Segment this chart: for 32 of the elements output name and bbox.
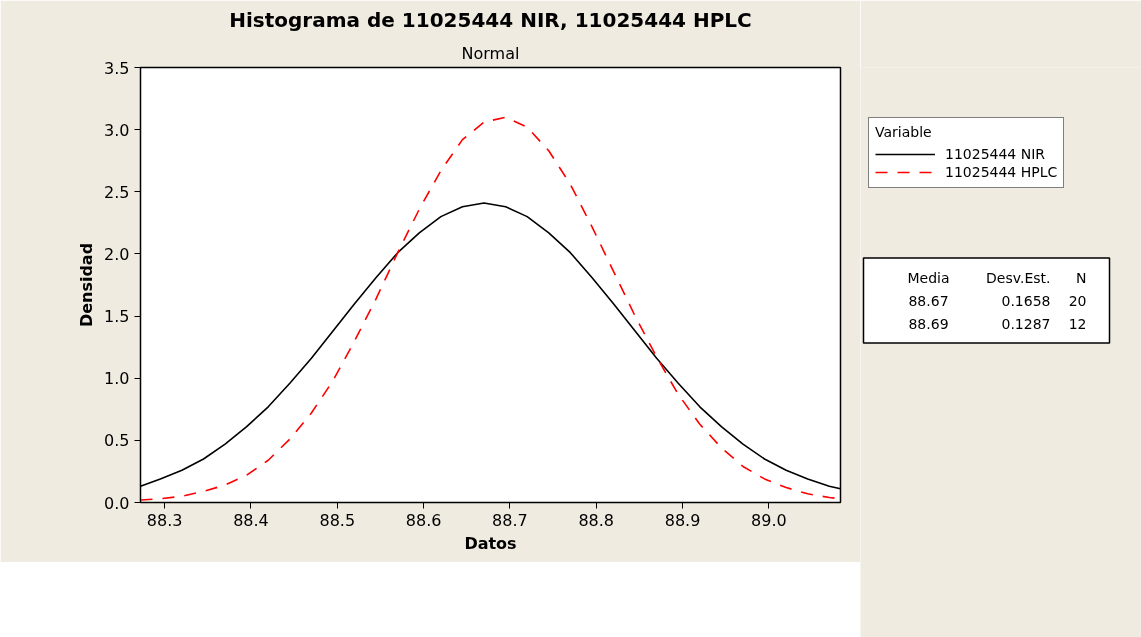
legend-label: 11025444 HPLC: [945, 163, 1058, 181]
x-axis-title: Datos: [464, 533, 517, 553]
text: Desv.Est.: [986, 269, 1051, 286]
x-tick-label: 88.4: [233, 510, 269, 530]
y-tick-label: 3.0: [104, 120, 130, 140]
text: 20: [1068, 292, 1087, 309]
text: 0.1658: [1001, 292, 1051, 309]
text: 0.1287: [1001, 315, 1051, 332]
y-tick-label: 0.5: [104, 431, 130, 451]
y-tick-label: 1.0: [104, 369, 130, 389]
x-tick-label: 88.3: [146, 510, 183, 530]
y-tick-label: 0.0: [104, 493, 130, 513]
y-axis-title: Densidad: [77, 242, 97, 328]
y-tick-label: 1.5: [104, 307, 130, 327]
text: N: [1076, 269, 1087, 286]
x-tick-label: 88.8: [578, 510, 615, 530]
legend-title: Variable: [875, 124, 933, 140]
x-tick-label: 88.7: [492, 510, 528, 530]
text: 88.69: [908, 315, 949, 332]
chart-subtitle: Normal: [461, 43, 520, 63]
text: 12: [1068, 315, 1087, 332]
y-tick-label: 3.5: [104, 58, 130, 78]
x-tick-label: 88.6: [405, 510, 442, 530]
x-tick-label: 89.0: [751, 510, 787, 530]
legend-label: 11025444 NIR: [945, 145, 1046, 163]
x-tick-label: 88.5: [319, 510, 356, 530]
y-tick-label: 2.0: [104, 244, 130, 264]
text: 88.67: [908, 292, 949, 309]
chart-title: Histograma de 11025444 NIR, 11025444 HPLC: [229, 7, 752, 32]
y-tick-label: 2.5: [104, 182, 130, 202]
text: Media: [907, 269, 950, 286]
x-tick-label: 88.9: [664, 510, 701, 530]
